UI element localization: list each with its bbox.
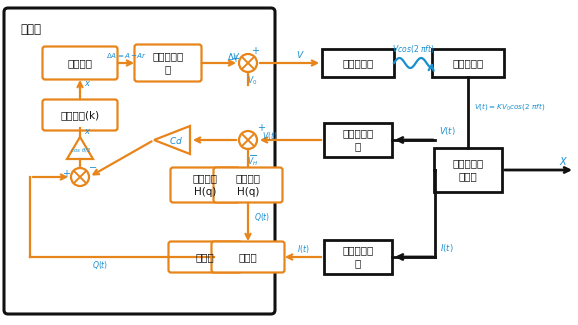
FancyBboxPatch shape [324, 240, 392, 274]
Text: $Cd$: $Cd$ [169, 135, 183, 146]
Text: $V(t)$: $V(t)$ [262, 130, 278, 142]
Text: 振幅检测: 振幅检测 [68, 58, 92, 68]
Text: $cos\ \theta/2$: $cos\ \theta/2$ [69, 146, 90, 154]
FancyBboxPatch shape [213, 167, 283, 202]
Text: $\Delta A=A\!-\!Ar$: $\Delta A=A\!-\!Ar$ [106, 50, 146, 59]
Text: $I(t)$: $I(t)$ [297, 243, 309, 255]
FancyBboxPatch shape [43, 46, 117, 80]
Text: $-$: $-$ [88, 161, 98, 171]
FancyBboxPatch shape [135, 45, 202, 82]
Text: $V(t)=KV_0cos(2\ \pi ft)$: $V(t)=KV_0cos(2\ \pi ft)$ [475, 101, 546, 112]
Text: 振幅偏差控
制: 振幅偏差控 制 [153, 51, 184, 75]
FancyBboxPatch shape [322, 49, 394, 77]
FancyBboxPatch shape [434, 148, 502, 192]
Text: $I(t)$: $I(t)$ [440, 242, 454, 254]
Text: +: + [231, 54, 239, 64]
Text: $-$: $-$ [248, 149, 258, 159]
Text: $Q(t)$: $Q(t)$ [254, 211, 270, 223]
Text: $V_H$: $V_H$ [247, 156, 258, 168]
Text: 积分器: 积分器 [239, 252, 257, 262]
Text: $x$: $x$ [84, 80, 92, 88]
Text: 电压放大器: 电压放大器 [453, 58, 484, 68]
FancyBboxPatch shape [171, 167, 239, 202]
FancyBboxPatch shape [212, 241, 284, 272]
Text: 积分器: 积分器 [195, 252, 214, 262]
Text: 超声振动切
削装置: 超声振动切 削装置 [453, 158, 484, 182]
FancyBboxPatch shape [324, 123, 392, 157]
Text: $V(t)$: $V(t)$ [439, 125, 455, 137]
Text: +: + [257, 123, 265, 133]
Text: $X$: $X$ [560, 155, 569, 167]
FancyBboxPatch shape [432, 49, 504, 77]
Text: $V$: $V$ [296, 49, 305, 60]
Text: 迟滞模型
H(q): 迟滞模型 H(q) [235, 174, 261, 197]
Text: 位移估计(k): 位移估计(k) [61, 110, 99, 120]
Text: $\Delta V$: $\Delta V$ [227, 50, 241, 61]
FancyBboxPatch shape [169, 241, 242, 272]
FancyBboxPatch shape [43, 99, 117, 131]
Text: 电压感应电
阻: 电压感应电 阻 [342, 128, 373, 151]
Text: +: + [62, 169, 70, 179]
Text: $x$: $x$ [84, 127, 92, 136]
Text: 迟滞模型
H(q): 迟滞模型 H(q) [192, 174, 217, 197]
Text: 信号发生器: 信号发生器 [342, 58, 373, 68]
Text: $Q(t)$: $Q(t)$ [92, 259, 108, 271]
Text: +: + [251, 46, 259, 56]
Text: 电流感应电
阻: 电流感应电 阻 [342, 245, 373, 268]
Text: $V_0$: $V_0$ [247, 75, 257, 87]
FancyBboxPatch shape [4, 8, 275, 314]
Text: 控制器: 控制器 [20, 23, 41, 36]
Text: $Vcos(2\ \pi ft)$: $Vcos(2\ \pi ft)$ [391, 43, 435, 55]
